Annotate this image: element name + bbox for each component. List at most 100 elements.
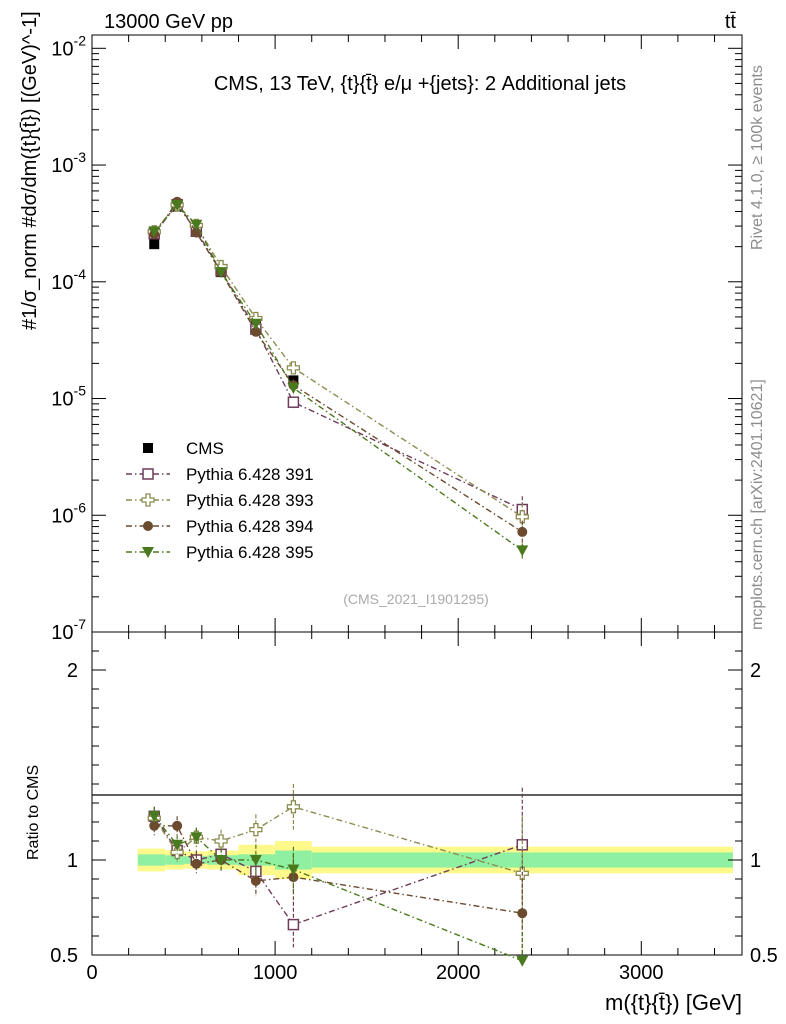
y-tick-exponent: -2 <box>74 32 87 48</box>
ratio-point <box>250 875 261 886</box>
marker-triangle <box>516 955 529 967</box>
ratio-point <box>517 908 528 919</box>
marker-triangle <box>171 839 184 851</box>
x-tick-label: 3000 <box>619 962 664 984</box>
series-point <box>190 219 203 231</box>
marker-filled-square <box>143 443 153 453</box>
y-tick-label: 10-5 <box>51 383 86 411</box>
y-axis-label: #1/σ_norm #dσ/dm({t}{t̄}) [(GeV)^-1] <box>19 11 41 330</box>
series-point <box>171 199 184 211</box>
x-axis: 0 1000 2000 3000 <box>86 632 716 984</box>
marker-triangle <box>215 267 228 279</box>
ratio-point <box>287 918 300 931</box>
ratio-point <box>214 834 228 848</box>
ratio-frame <box>91 631 743 956</box>
y-tick-label: 10-4 <box>51 266 86 294</box>
main-x-ticks <box>91 35 716 632</box>
marker-triangle <box>287 864 300 876</box>
marker-filled-square <box>149 239 160 250</box>
ratio-point <box>170 845 184 860</box>
marker-circle <box>172 820 183 831</box>
marker-circle <box>517 526 528 537</box>
x-tick-label: 1000 <box>253 962 298 984</box>
y-tick-label: 10-7 <box>51 616 86 644</box>
legend: CMS Pythia 6.428 391 Pythia 6.428 393 Pythi… <box>126 439 314 562</box>
chart-title: CMS, 13 TeV, {t}{t̄} e/μ +{jets}: 2 Addi… <box>214 73 626 95</box>
ratio-tick-label: 1 <box>67 850 78 872</box>
ratio-series-line <box>153 815 523 962</box>
marker-cross <box>170 845 184 860</box>
legend-label: Pythia 6.428 393 <box>186 491 314 510</box>
legend-marker <box>141 493 155 507</box>
marker-circle <box>191 858 202 869</box>
series-point <box>515 510 529 524</box>
ratio-point <box>172 820 183 831</box>
legend-marker <box>143 521 153 531</box>
marker-triangle <box>516 545 529 557</box>
marker-square <box>287 396 300 408</box>
series-point <box>249 318 262 330</box>
legend-marker <box>142 468 154 480</box>
mcplots-label: mcplots.cern.ch [arXiv:2401.10621] <box>749 379 766 630</box>
marker-cross <box>141 493 155 507</box>
series-point <box>215 267 228 279</box>
marker-triangle <box>249 855 262 866</box>
marker-triangle <box>171 199 184 211</box>
series-point <box>517 526 528 537</box>
legend-marker <box>142 547 154 558</box>
ratio-tick-label-right: 2 <box>750 660 761 682</box>
legend-marker-cms <box>143 443 153 453</box>
ratio-point <box>191 858 202 869</box>
x-tick-label: 0 <box>86 962 97 984</box>
x-axis-label: m({t}{t̄}) [GeV] <box>605 990 742 1015</box>
y-tick-exponent: -3 <box>74 149 87 165</box>
marker-triangle <box>142 547 154 558</box>
ratio-tick-label: 2 <box>67 660 78 682</box>
ratio-point <box>190 832 203 844</box>
marker-cross <box>286 800 301 814</box>
marker-triangle <box>287 383 300 395</box>
y-tick-label: 10-6 <box>51 499 86 527</box>
legend-label: Pythia 6.428 395 <box>186 543 314 562</box>
ratio-point <box>171 839 184 851</box>
ratio-point <box>215 855 228 866</box>
ratio-tick-label-right: 1 <box>750 850 761 872</box>
ratio-y-axis: 0.5 0.5 1 1 2 2 <box>50 650 778 967</box>
series-point <box>148 226 161 238</box>
ratio-y-axis-label: Ratio to CMS <box>25 765 42 860</box>
ratio-point <box>287 864 300 876</box>
marker-circle <box>143 521 153 531</box>
marker-circle <box>517 908 528 919</box>
series-point <box>287 383 300 395</box>
marker-square <box>287 918 300 931</box>
ratio-point <box>148 811 161 823</box>
y-tick-exponent: -6 <box>74 499 87 515</box>
marker-triangle <box>215 855 228 866</box>
marker-cross <box>214 834 228 848</box>
legend-label: Pythia 6.428 391 <box>186 465 314 484</box>
series-point <box>286 361 301 375</box>
rivet-version-label: Rivet 4.1.0, ≥ 100k events <box>749 65 766 250</box>
y-tick-exponent: -7 <box>74 616 87 632</box>
ratio-point <box>286 800 301 814</box>
marker-circle <box>250 875 261 886</box>
ratio-point <box>249 822 263 837</box>
series-point <box>287 396 300 408</box>
main-series <box>147 196 529 559</box>
y-tick-label: 10-2 <box>51 32 86 60</box>
main-panel: 10-7 10-6 10-5 10-4 10-3 10-2 CMS, 13 TeV, {t… <box>51 32 743 644</box>
marker-triangle <box>148 811 161 823</box>
marker-triangle <box>148 226 161 238</box>
analysis-tag: (CMS_2021_I1901295) <box>343 591 489 607</box>
ratio-tick-label: 0.5 <box>50 945 78 967</box>
ratio-band-inner <box>165 855 184 865</box>
marker-square <box>142 468 154 480</box>
process-label: tt̄ <box>725 11 737 33</box>
x-tick-label: 2000 <box>436 962 481 984</box>
ratio-tick-label-right: 0.5 <box>750 945 778 967</box>
y-tick-label: 10-3 <box>51 149 86 177</box>
marker-cross <box>249 822 263 837</box>
marker-triangle <box>190 832 203 844</box>
marker-triangle <box>190 219 203 231</box>
